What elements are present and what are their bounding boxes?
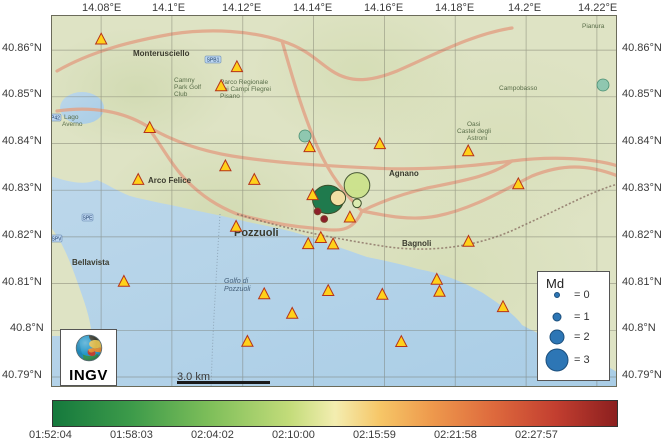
svg-text:Astroni: Astroni [467, 135, 487, 142]
svg-text:Club: Club [174, 91, 188, 98]
svg-text:Lago: Lago [64, 114, 79, 121]
svg-text:Pianura: Pianura [582, 23, 605, 30]
svg-text:SPV: SPV [52, 237, 62, 243]
svg-text:Campobasso: Campobasso [499, 85, 538, 92]
svg-text:P42: P42 [52, 116, 60, 122]
svg-text:Camny: Camny [174, 77, 195, 84]
svg-text:Oasi: Oasi [467, 121, 480, 128]
svg-text:Agnano: Agnano [389, 169, 419, 178]
svg-text:Pozzuoli: Pozzuoli [224, 286, 251, 293]
svg-text:Monterusciello: Monterusciello [133, 49, 190, 58]
svg-text:dei Campi Flegrei: dei Campi Flegrei [220, 86, 271, 93]
svg-text:Castel degli: Castel degli [457, 128, 491, 135]
svg-text:Bellavista: Bellavista [72, 258, 110, 267]
svg-text:SPE: SPE [82, 216, 93, 222]
svg-text:Pisano: Pisano [220, 93, 240, 100]
svg-text:Parco Regionale: Parco Regionale [220, 79, 268, 86]
svg-text:Golfo di: Golfo di [224, 278, 249, 285]
svg-text:Averno: Averno [62, 121, 83, 128]
svg-text:Bagnoli: Bagnoli [402, 239, 431, 248]
svg-text:Arco Felice: Arco Felice [148, 176, 192, 185]
svg-text:Park Golf: Park Golf [174, 84, 201, 91]
svg-text:SPB1: SPB1 [207, 58, 220, 64]
